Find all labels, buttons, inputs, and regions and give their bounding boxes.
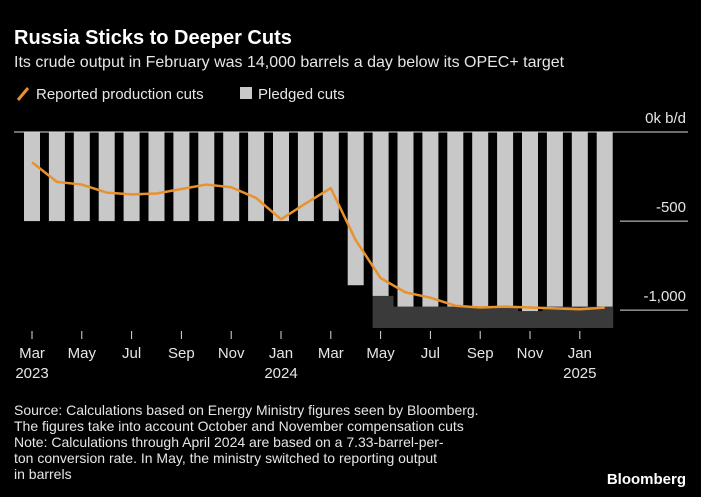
line (31, 161, 605, 311)
shaded-area (542, 306, 568, 328)
x-year-label: 2024 (264, 365, 297, 382)
bar (347, 132, 364, 286)
shaded-area (492, 306, 519, 328)
x-tick-label: May (68, 345, 97, 362)
bar (123, 132, 140, 222)
bar (546, 132, 563, 307)
y-tick-label: -1,000 (643, 288, 686, 305)
bar (297, 132, 314, 222)
shaded-area (442, 306, 469, 328)
chart-subtitle: Its crude output in February was 14,000 … (14, 54, 565, 71)
bar (248, 132, 265, 222)
bar (497, 132, 514, 307)
x-tick-label: Nov (218, 345, 245, 362)
bar (322, 132, 339, 222)
footnote: Source: Calculations based on Energy Min… (14, 402, 479, 418)
bar (596, 132, 613, 307)
bar (472, 132, 489, 307)
bar (372, 132, 389, 296)
bar (173, 132, 190, 222)
x-tick-label: Sep (168, 345, 195, 362)
bar (198, 132, 215, 222)
bar (571, 132, 588, 307)
legend-label: Pledged cuts (258, 86, 345, 103)
bar (422, 132, 439, 307)
x-tick-label: Sep (467, 345, 494, 362)
x-year-label: 2025 (563, 365, 596, 382)
bar (447, 132, 464, 307)
brand: Bloomberg (607, 471, 686, 488)
footnote: in barrels (14, 466, 72, 482)
y-tick-label: 0k b/d (645, 110, 686, 127)
bar (98, 132, 115, 222)
x-tick-label: Mar (19, 345, 45, 362)
footnote: ton conversion rate. In May, the ministr… (14, 450, 437, 466)
x-tick-label: Nov (517, 345, 544, 362)
bar (73, 132, 90, 222)
x-tick-label: Jul (122, 345, 141, 362)
bar (522, 132, 538, 312)
shaded-area (567, 306, 593, 328)
legend-line-icon (16, 87, 30, 101)
x-tick-label: Jan (568, 345, 592, 362)
shaded-area (372, 295, 394, 328)
bar (148, 132, 165, 222)
y-tick-label: -500 (656, 199, 686, 216)
x-tick-label: Jan (269, 345, 293, 362)
chart-title: Russia Sticks to Deeper Cuts (14, 27, 292, 49)
x-tick-label: May (366, 345, 395, 362)
bar (48, 132, 65, 222)
x-tick-label: Mar (318, 345, 344, 362)
x-tick-label: Jul (421, 345, 440, 362)
legend-bar-icon (240, 87, 252, 99)
legend-label: Reported production cuts (36, 86, 204, 103)
footnote: Note: Calculations through April 2024 ar… (14, 434, 444, 450)
shaded-area (417, 306, 444, 328)
shaded-area (467, 306, 494, 328)
bar (273, 132, 289, 222)
bar (24, 132, 40, 222)
bar (223, 132, 240, 222)
x-year-label: 2023 (15, 365, 48, 382)
footnote: The figures take into account October an… (14, 418, 464, 434)
bar (397, 132, 414, 307)
shaded-area (592, 306, 614, 328)
shaded-area (517, 311, 543, 328)
shaded-area (393, 306, 419, 328)
